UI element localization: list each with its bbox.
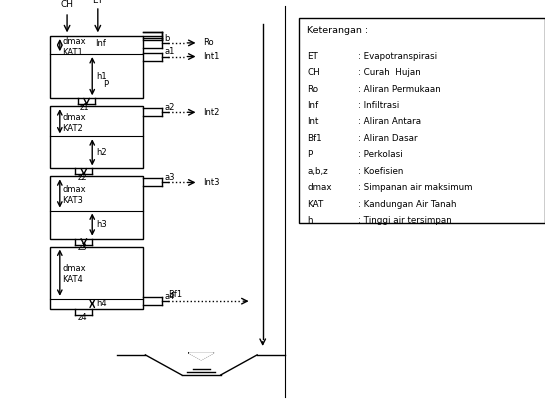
Text: KAT: KAT [307,200,324,209]
Text: Ro: Ro [203,38,214,47]
Text: z4: z4 [77,313,87,322]
Text: h: h [307,216,313,225]
Text: KAT4: KAT4 [63,275,83,284]
Text: : Aliran Antara: : Aliran Antara [358,117,421,126]
Text: Keterangan :: Keterangan : [307,26,368,34]
Text: Inf: Inf [95,39,106,48]
Text: Int1: Int1 [203,52,219,61]
Bar [50,176,143,239]
Text: : Tinggi air tersimpan: : Tinggi air tersimpan [358,216,451,225]
Text: h3: h3 [96,220,107,229]
Text: dmax: dmax [63,113,86,122]
Text: a1: a1 [165,47,175,56]
Text: Int2: Int2 [203,108,219,117]
Text: a4: a4 [165,292,175,301]
Text: : Koefisien: : Koefisien [358,167,403,176]
Text: : Infiltrasi: : Infiltrasi [358,101,399,110]
Text: Int3: Int3 [203,178,220,187]
Text: h2: h2 [96,148,107,157]
Bar [50,36,143,98]
Bar [50,247,143,309]
Text: ET: ET [92,0,104,5]
Text: dmax: dmax [63,36,86,46]
Polygon shape [189,353,214,360]
Text: : Simpanan air maksimum: : Simpanan air maksimum [358,183,473,192]
Text: Ro: Ro [307,85,319,93]
Text: ET: ET [307,52,318,61]
Text: z3: z3 [77,243,87,252]
Text: KAT1: KAT1 [63,48,83,57]
Text: CH: CH [307,68,320,77]
Bar [50,106,143,168]
Text: dmax: dmax [63,185,86,194]
Text: dmax: dmax [307,183,332,192]
Text: : Aliran Dasar: : Aliran Dasar [358,134,417,143]
Text: a,b,z: a,b,z [307,167,328,176]
Text: : Evapotranspirasi: : Evapotranspirasi [358,52,437,61]
Text: P: P [104,80,108,89]
Text: Int: Int [307,117,319,126]
Text: Bf1: Bf1 [168,290,182,299]
Text: KAT2: KAT2 [63,124,83,133]
Text: z2: z2 [77,173,87,182]
Text: : Curah  Hujan: : Curah Hujan [358,68,421,77]
Text: z1: z1 [80,103,89,111]
Text: b: b [165,34,169,43]
Text: P: P [307,150,313,159]
Text: : Aliran Permukaan: : Aliran Permukaan [358,85,440,93]
Text: a3: a3 [165,173,175,182]
Text: a2: a2 [165,103,175,112]
Text: h1: h1 [96,72,107,81]
Text: CH: CH [60,0,74,9]
Text: : Kandungan Air Tanah: : Kandungan Air Tanah [358,200,456,209]
Text: Inf: Inf [307,101,319,110]
Text: dmax: dmax [63,264,86,273]
Text: : Perkolasi: : Perkolasi [358,150,403,159]
Text: KAT3: KAT3 [63,196,83,205]
Bar [299,18,545,223]
Text: h4: h4 [96,299,107,308]
Text: Bf1: Bf1 [307,134,322,143]
